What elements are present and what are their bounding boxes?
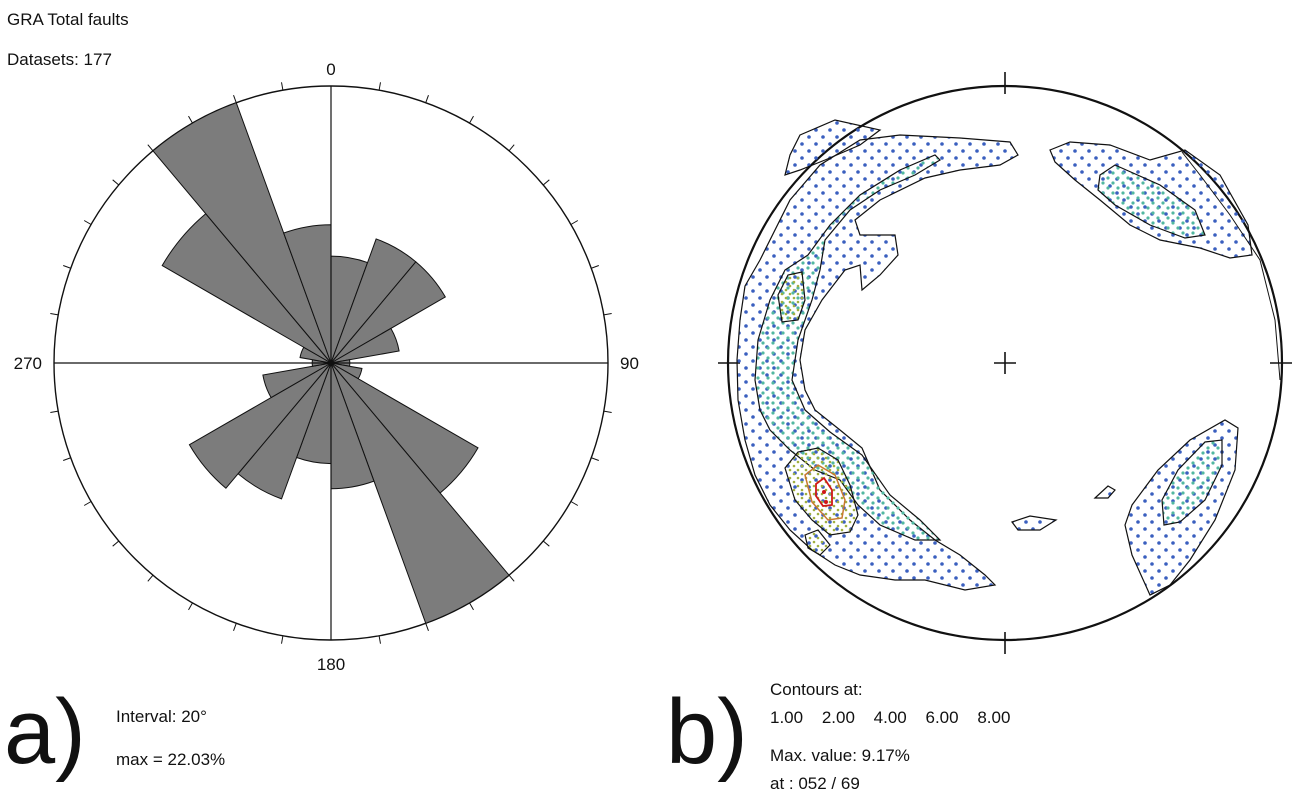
rose-title: GRA Total faults bbox=[7, 10, 129, 29]
rose-tick bbox=[281, 82, 284, 91]
contour-4-southwest bbox=[784, 447, 859, 536]
label-east: 90 bbox=[620, 354, 639, 373]
rose-petal bbox=[152, 102, 332, 364]
contour-edge-line bbox=[1181, 151, 1281, 381]
rose-tick bbox=[591, 265, 599, 269]
contour-4-small bbox=[804, 529, 831, 556]
contour-6 bbox=[804, 464, 846, 521]
rose-tick bbox=[83, 501, 92, 506]
rose-tick bbox=[188, 115, 193, 124]
contour-level: 6.00 bbox=[925, 708, 959, 727]
contour-level: 8.00 bbox=[977, 708, 1011, 727]
rose-tick bbox=[591, 457, 599, 461]
rose-petals bbox=[152, 102, 510, 624]
rose-tick bbox=[570, 501, 579, 506]
rose-tick bbox=[425, 623, 429, 631]
max-value: Max. value: 9.17% bbox=[770, 746, 910, 765]
rose-tick bbox=[112, 179, 120, 186]
contour-2-east bbox=[1161, 439, 1223, 526]
rose-petal bbox=[330, 362, 510, 624]
contour-level: 1.00 bbox=[770, 708, 804, 727]
rose-tick bbox=[188, 602, 193, 611]
rose-tick bbox=[425, 95, 429, 103]
rose-tick bbox=[147, 574, 154, 582]
panel-a-letter: a) bbox=[4, 681, 86, 783]
stereonet bbox=[718, 72, 1292, 654]
rose-tick bbox=[469, 602, 474, 611]
rose-tick bbox=[508, 144, 515, 152]
contour-4-west bbox=[777, 271, 806, 323]
contour-1-small-1 bbox=[1011, 515, 1058, 531]
rose-tick bbox=[233, 623, 237, 631]
contour-max-dot bbox=[822, 490, 826, 494]
rose-tick bbox=[603, 410, 612, 413]
rose-tick bbox=[112, 540, 120, 547]
rose-tick bbox=[63, 265, 71, 269]
datasets-count: Datasets: 177 bbox=[7, 50, 112, 69]
rose-tick bbox=[63, 457, 71, 461]
rose-tick bbox=[508, 574, 515, 582]
contour-1-small-2 bbox=[1093, 485, 1116, 499]
rose-petal bbox=[330, 327, 400, 364]
contours-heading: Contours at: bbox=[770, 680, 863, 699]
contour-level: 2.00 bbox=[821, 708, 855, 727]
rose-tick bbox=[83, 220, 92, 225]
rose-tick bbox=[378, 635, 381, 644]
contour-1-north-lobe bbox=[784, 119, 882, 176]
rose-petal bbox=[262, 362, 332, 399]
panel-b-letter: b) bbox=[666, 681, 748, 783]
label-north: 0 bbox=[326, 60, 335, 79]
rose-tick bbox=[378, 82, 381, 91]
rose-tick bbox=[570, 220, 579, 225]
rose-interval: Interval: 20° bbox=[116, 707, 207, 726]
contour-max-dot bbox=[824, 500, 828, 504]
contour-4 bbox=[777, 271, 859, 556]
rose-tick bbox=[233, 95, 237, 103]
rose-tick bbox=[50, 313, 59, 316]
contour-level: 4.00 bbox=[873, 708, 907, 727]
rose-tick bbox=[542, 179, 550, 186]
max-location: at : 052 / 69 bbox=[770, 774, 860, 793]
label-west: 270 bbox=[14, 354, 42, 373]
rose-petal bbox=[330, 261, 447, 364]
rose-tick bbox=[542, 540, 550, 547]
contour-2-northeast bbox=[1097, 164, 1206, 239]
contour-levels: 1.00 2.00 4.00 6.00 8.00 bbox=[770, 708, 1024, 728]
contour-2-arc bbox=[754, 154, 942, 541]
rose-ticks bbox=[50, 82, 612, 644]
rose-tick bbox=[50, 410, 59, 413]
rose-tick bbox=[469, 115, 474, 124]
label-south: 180 bbox=[317, 655, 345, 674]
contour-2 bbox=[754, 154, 1223, 541]
rose-petal bbox=[188, 362, 332, 489]
rose-tick bbox=[147, 144, 154, 152]
rose-tick bbox=[281, 635, 284, 644]
rose-max: max = 22.03% bbox=[116, 750, 226, 769]
contour-8 bbox=[815, 476, 833, 507]
rose-tick bbox=[603, 313, 612, 316]
